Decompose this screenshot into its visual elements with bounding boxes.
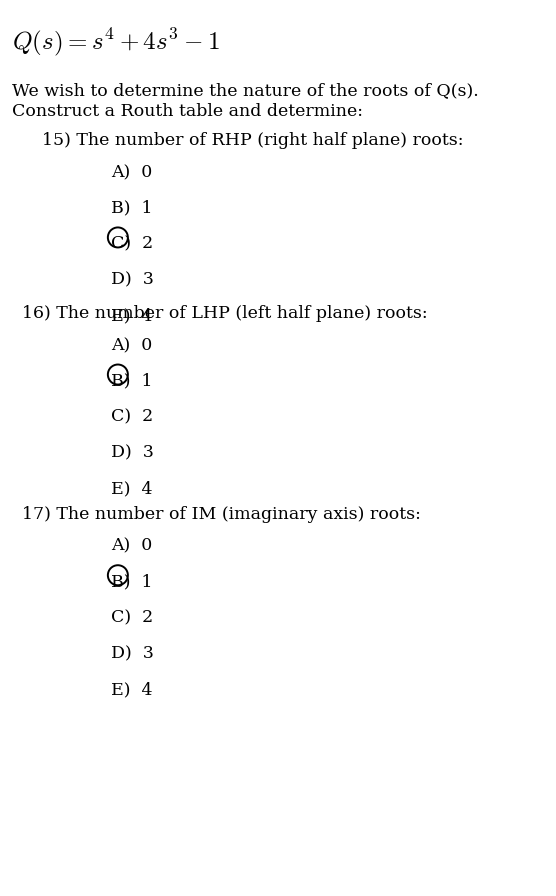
Text: D)  3: D) 3 [111, 271, 154, 289]
Text: C)  2: C) 2 [111, 236, 153, 253]
Text: 17) The number of IM (imaginary axis) roots:: 17) The number of IM (imaginary axis) ro… [22, 506, 421, 523]
Text: 15) The number of RHP (right half plane) roots:: 15) The number of RHP (right half plane)… [42, 132, 463, 149]
Text: D)  3: D) 3 [111, 444, 154, 461]
Text: $Q(s) = s^4 + 4s^3 - 1$: $Q(s) = s^4 + 4s^3 - 1$ [12, 26, 220, 57]
Text: B)  1: B) 1 [111, 573, 153, 590]
Text: E)  4: E) 4 [111, 480, 153, 497]
Text: E)  4: E) 4 [111, 681, 153, 698]
Text: A)  0: A) 0 [111, 164, 152, 181]
Text: 16) The number of LHP (left half plane) roots:: 16) The number of LHP (left half plane) … [22, 305, 428, 322]
Text: E)  4: E) 4 [111, 307, 153, 324]
Text: B)  1: B) 1 [111, 200, 153, 217]
Text: A)  0: A) 0 [111, 538, 152, 555]
Text: C)  2: C) 2 [111, 609, 153, 626]
Text: Construct a Routh table and determine:: Construct a Routh table and determine: [12, 103, 363, 120]
Text: C)  2: C) 2 [111, 409, 153, 426]
Text: D)  3: D) 3 [111, 645, 154, 662]
Text: B)  1: B) 1 [111, 373, 153, 390]
Text: We wish to determine the nature of the roots of Q(s).: We wish to determine the nature of the r… [12, 82, 479, 99]
Text: A)  0: A) 0 [111, 337, 152, 354]
